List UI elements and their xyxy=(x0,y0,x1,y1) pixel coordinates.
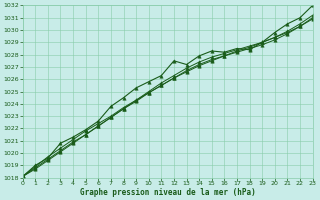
X-axis label: Graphe pression niveau de la mer (hPa): Graphe pression niveau de la mer (hPa) xyxy=(80,188,255,197)
